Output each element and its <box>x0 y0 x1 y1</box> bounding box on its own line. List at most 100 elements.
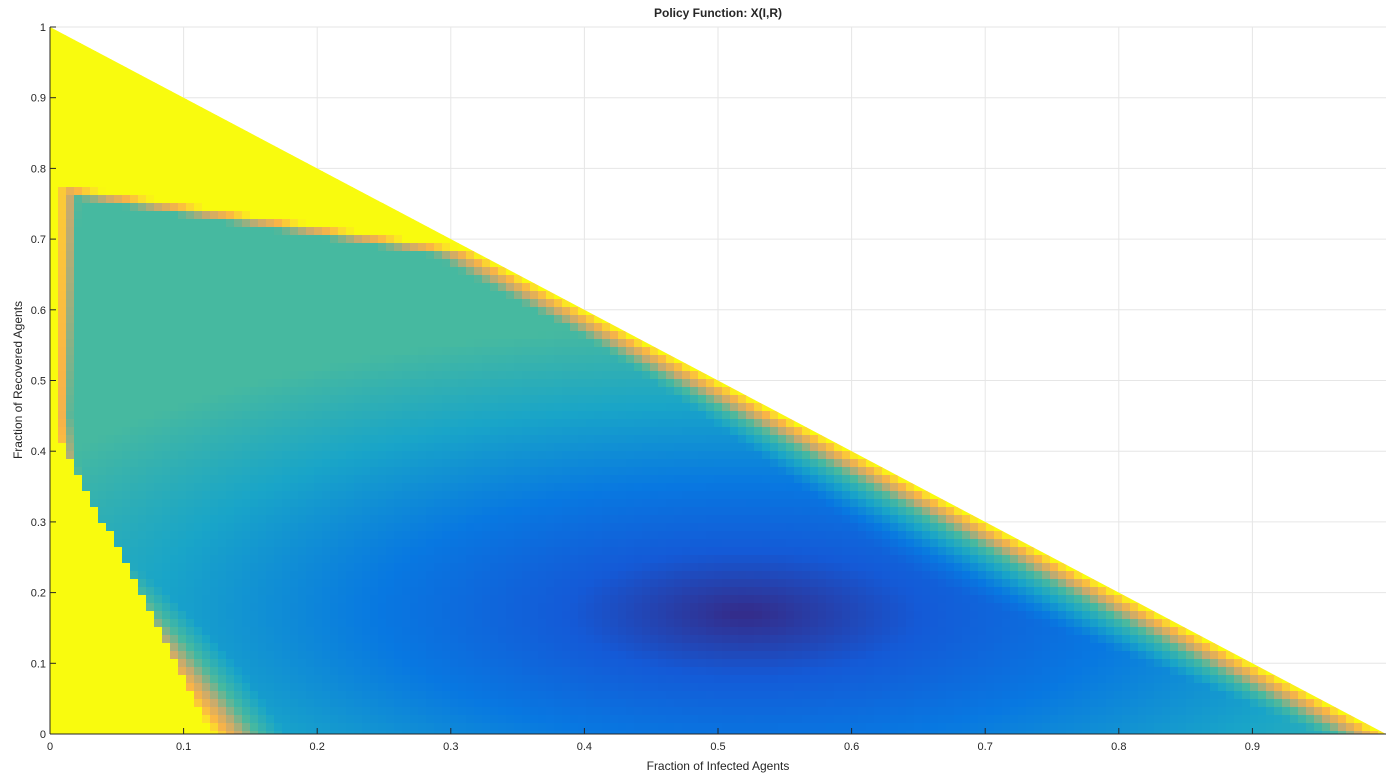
heatmap-cell <box>226 371 235 380</box>
heatmap-cell <box>442 635 451 644</box>
heatmap-cell <box>378 651 387 660</box>
heatmap-cell <box>530 707 539 716</box>
heatmap-cell <box>538 515 547 524</box>
heatmap-cell <box>322 555 331 564</box>
heatmap-cell <box>130 211 139 220</box>
heatmap-cell <box>538 707 547 716</box>
heatmap-cell <box>314 219 323 228</box>
heatmap-cell <box>578 547 587 556</box>
heatmap-cell <box>98 491 107 500</box>
heatmap-cell <box>442 571 451 580</box>
heatmap-cell <box>170 171 179 180</box>
heatmap-cell <box>274 419 283 428</box>
heatmap-cell <box>386 387 395 396</box>
heatmap-cell <box>58 483 67 492</box>
heatmap-cell <box>570 579 579 588</box>
heatmap-cell <box>530 355 539 364</box>
heatmap-cell <box>354 243 363 252</box>
heatmap-cell <box>490 363 499 372</box>
heatmap-cell <box>498 563 507 572</box>
heatmap-cell <box>290 315 299 324</box>
heatmap-cell <box>466 315 475 324</box>
heatmap-cell <box>242 499 251 508</box>
heatmap-cell <box>234 427 243 436</box>
heatmap-cell <box>250 427 259 436</box>
heatmap-cell <box>154 563 163 572</box>
heatmap-cell <box>362 315 371 324</box>
heatmap-cell <box>74 195 83 204</box>
heatmap-cell <box>82 619 91 628</box>
heatmap-cell <box>138 227 147 236</box>
heatmap-cell <box>218 467 227 476</box>
heatmap-cell <box>290 283 299 292</box>
heatmap-cell <box>354 595 363 604</box>
heatmap-cell <box>242 611 251 620</box>
heatmap-cell <box>202 539 211 548</box>
heatmap-cell <box>122 163 131 172</box>
heatmap-cell <box>50 251 59 260</box>
heatmap-cell <box>386 403 395 412</box>
heatmap-cell <box>410 491 419 500</box>
heatmap-cell <box>74 347 83 356</box>
heatmap-cell <box>474 571 483 580</box>
heatmap-cell <box>562 619 571 628</box>
heatmap-cell <box>98 379 107 388</box>
heatmap-cell <box>354 587 363 596</box>
heatmap-cell <box>242 579 251 588</box>
heatmap-cell <box>594 339 603 348</box>
heatmap-cell <box>458 707 467 716</box>
heatmap-cell <box>410 515 419 524</box>
heatmap-cell <box>106 451 115 460</box>
heatmap-cell <box>154 99 163 108</box>
heatmap-cell <box>418 619 427 628</box>
heatmap-cell <box>458 571 467 580</box>
heatmap-cell <box>250 171 259 180</box>
heatmap-cell <box>282 467 291 476</box>
heatmap-cell <box>482 643 491 652</box>
heatmap-cell <box>362 587 371 596</box>
heatmap-cell <box>418 275 427 284</box>
heatmap-cell <box>50 387 59 396</box>
heatmap-cell <box>418 683 427 692</box>
heatmap-cell <box>258 315 267 324</box>
heatmap-cell <box>122 379 131 388</box>
heatmap-cell <box>154 547 163 556</box>
heatmap-cell <box>154 387 163 396</box>
heatmap-cell <box>250 563 259 572</box>
heatmap-cell <box>586 499 595 508</box>
heatmap-cell <box>586 451 595 460</box>
heatmap-cell <box>354 635 363 644</box>
heatmap-cell <box>170 227 179 236</box>
heatmap-cell <box>498 419 507 428</box>
heatmap-cell <box>322 259 331 268</box>
heatmap-cell <box>234 523 243 532</box>
heatmap-cell <box>314 307 323 316</box>
heatmap-cell <box>578 707 587 716</box>
heatmap-cell <box>426 499 435 508</box>
heatmap-cell <box>538 715 547 724</box>
heatmap-cell <box>66 627 75 636</box>
heatmap-cell <box>314 387 323 396</box>
heatmap-cell <box>418 443 427 452</box>
heatmap-cell <box>90 571 99 580</box>
heatmap-cell <box>418 243 427 252</box>
heatmap-cell <box>162 579 171 588</box>
heatmap-cell <box>426 571 435 580</box>
heatmap-cell <box>330 403 339 412</box>
heatmap-cell <box>466 643 475 652</box>
heatmap-cell <box>50 163 59 172</box>
heatmap-cell <box>546 363 555 372</box>
heatmap-cell <box>442 707 451 716</box>
heatmap-cell <box>314 627 323 636</box>
heatmap-cell <box>90 723 99 732</box>
heatmap-cell <box>306 315 315 324</box>
heatmap-cell <box>546 571 555 580</box>
heatmap-cell <box>370 467 379 476</box>
heatmap-cell <box>178 275 187 284</box>
heatmap-cell <box>234 259 243 268</box>
heatmap-cell <box>466 547 475 556</box>
heatmap-cell <box>474 723 483 732</box>
heatmap-cell <box>146 315 155 324</box>
heatmap-cell <box>122 507 131 516</box>
heatmap-cell <box>314 491 323 500</box>
